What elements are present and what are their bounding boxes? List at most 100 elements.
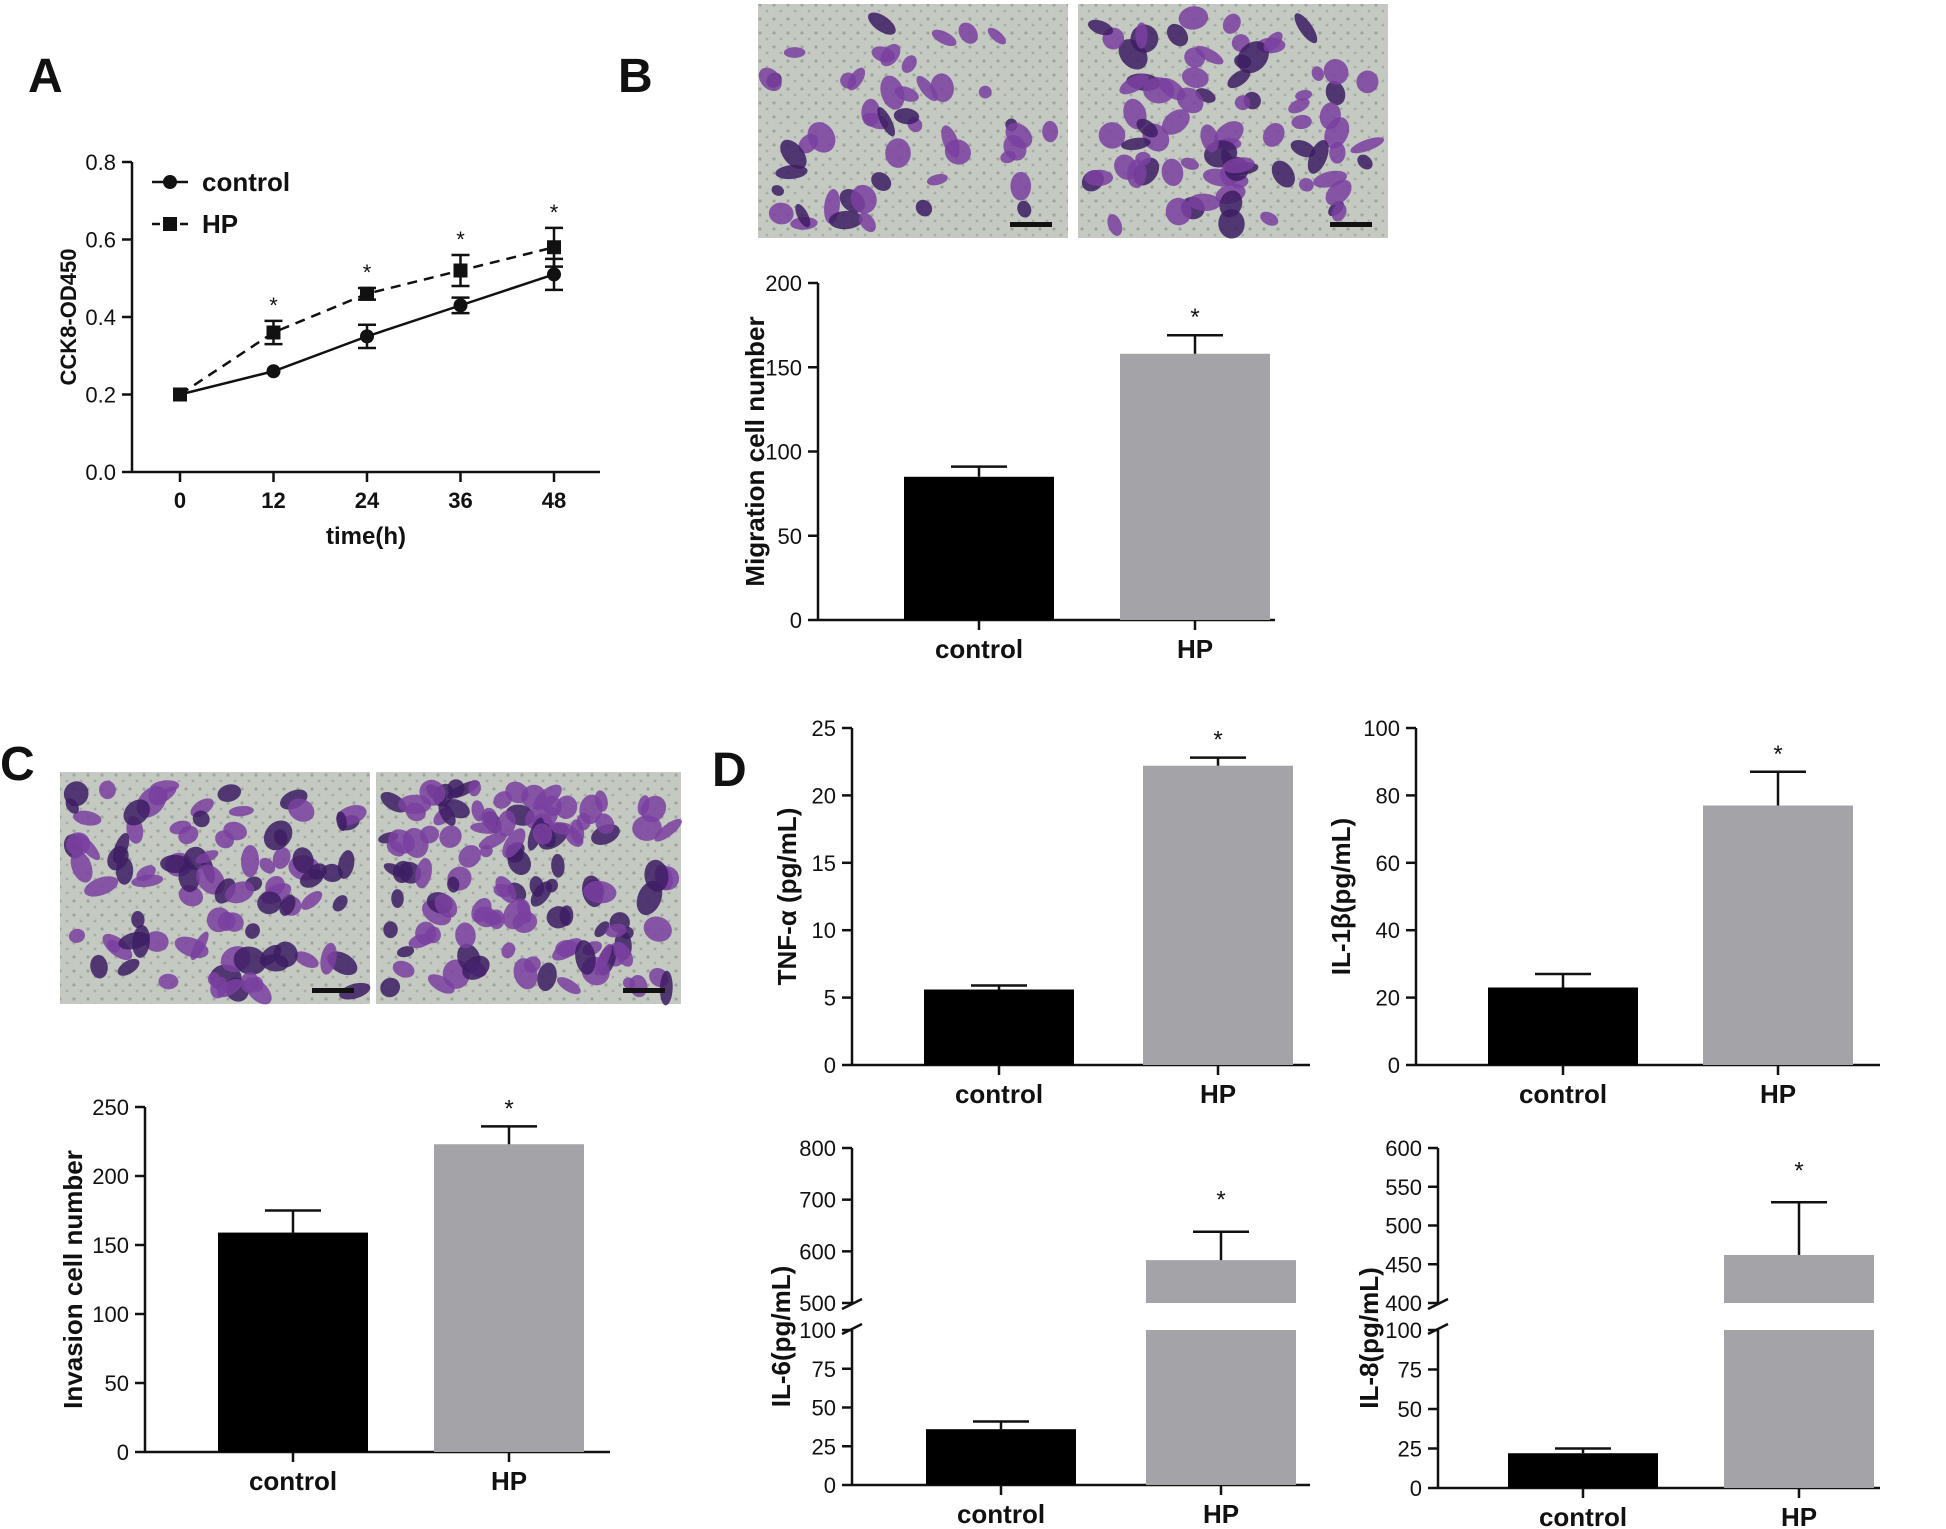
point-control <box>547 267 561 282</box>
stained-cell <box>1294 13 1318 44</box>
scale-bar <box>312 988 354 993</box>
stained-cell <box>654 818 682 842</box>
stained-cell <box>415 858 432 889</box>
stained-cell <box>1161 158 1184 187</box>
stained-cell <box>1350 137 1385 154</box>
y-tick-label: 25 <box>1398 1437 1422 1462</box>
stained-cell <box>502 828 526 858</box>
x-tick-label: HP <box>1781 1502 1817 1529</box>
y-tick-label: 0 <box>117 1440 129 1465</box>
stained-cell <box>1311 66 1325 81</box>
stained-cell <box>987 27 1007 45</box>
stained-cell <box>233 946 267 975</box>
point-control <box>360 329 374 344</box>
y-tick-label: 25 <box>812 716 836 741</box>
stained-cell <box>894 86 919 102</box>
stained-cell <box>1290 140 1316 158</box>
stained-cell <box>1184 47 1206 68</box>
stained-cell <box>1119 73 1149 95</box>
stained-cell <box>594 921 610 938</box>
significance-star: * <box>1190 304 1199 331</box>
stained-cell <box>644 859 669 892</box>
stained-cell <box>1010 171 1032 201</box>
stained-cell <box>978 85 992 99</box>
stained-cell <box>1222 157 1255 174</box>
point-HP <box>173 387 187 402</box>
bar-control <box>218 1232 368 1452</box>
stained-cell <box>1307 139 1329 174</box>
stained-cell <box>215 830 234 849</box>
stained-cell <box>493 791 513 809</box>
significance-star: * <box>550 200 559 225</box>
stained-cell <box>1181 67 1209 89</box>
scale-bar <box>1330 222 1372 227</box>
stained-cell <box>70 850 93 883</box>
y-tick-label: 100 <box>1385 1318 1422 1343</box>
stained-cell <box>1227 69 1251 89</box>
stained-cell <box>915 199 933 217</box>
point-control <box>266 364 281 379</box>
stained-cell <box>944 139 971 165</box>
y-tick-label: 5 <box>824 986 836 1011</box>
stained-cell <box>530 881 552 907</box>
legend-marker-HP <box>163 217 177 231</box>
stained-cell <box>273 829 288 846</box>
stained-cell <box>1135 22 1148 49</box>
stained-cell <box>555 939 579 958</box>
y-tick-label: 50 <box>1398 1397 1422 1422</box>
stained-cell <box>144 931 169 952</box>
y-tick-label: 0.6 <box>85 228 116 253</box>
stained-cell <box>265 875 285 897</box>
bar-control <box>904 476 1054 620</box>
chart-migration-bar: 0 50 100 150 200 control HP * Migration cell num… <box>740 271 1275 664</box>
stained-cell <box>880 75 905 110</box>
stained-cell <box>391 889 404 909</box>
y-tick-label: 100 <box>799 1318 836 1343</box>
y-axis-label: IL-1β(pg/mL) <box>1326 818 1356 975</box>
y-tick-label: 25 <box>812 1434 836 1459</box>
legend-label-HP: HP <box>202 209 238 239</box>
stained-cell <box>871 172 892 192</box>
x-tick-label: 0 <box>174 488 186 513</box>
x-tick-label: control <box>955 1079 1043 1109</box>
micrograph-migration-hp <box>1078 4 1388 239</box>
stained-cell <box>1218 209 1245 239</box>
scale-bar <box>1010 222 1052 227</box>
y-tick-label: 0.4 <box>85 305 116 330</box>
panel-letter-c: C <box>0 738 35 791</box>
y-tick-label: 100 <box>765 440 802 465</box>
bar-HP-lower <box>1146 1330 1296 1485</box>
stained-cell <box>1234 95 1251 111</box>
bar-HP <box>1143 765 1293 1065</box>
y-tick-label: 600 <box>799 1239 836 1264</box>
stained-cell <box>462 955 490 980</box>
stained-cell <box>228 805 254 817</box>
stained-cell <box>279 894 296 916</box>
stained-cell <box>1161 109 1190 135</box>
stained-cell <box>320 942 337 975</box>
stained-cell <box>447 876 460 893</box>
stained-cell <box>1357 154 1373 170</box>
stained-cell <box>1121 137 1151 151</box>
stained-cell <box>402 827 429 858</box>
y-tick-label: 0.2 <box>85 383 116 408</box>
stained-cell <box>112 832 130 864</box>
stained-cell <box>828 210 863 230</box>
stained-cell <box>595 813 615 835</box>
stained-cell <box>224 881 255 904</box>
stained-cell <box>926 174 948 186</box>
stained-cell <box>136 865 156 882</box>
significance-star: * <box>269 293 278 318</box>
y-tick-label: 50 <box>778 524 802 549</box>
point-HP <box>453 263 468 278</box>
stained-cell <box>1166 23 1189 47</box>
y-tick-label: 0 <box>1388 1053 1400 1078</box>
significance-star: * <box>363 260 372 285</box>
significance-star: * <box>1794 1157 1803 1184</box>
point-HP <box>360 286 374 301</box>
stained-cell <box>206 907 232 933</box>
bar-HP-upper <box>1724 1254 1874 1303</box>
stained-cell <box>481 807 498 829</box>
stained-cell <box>1005 122 1033 149</box>
stained-cell <box>419 779 446 806</box>
